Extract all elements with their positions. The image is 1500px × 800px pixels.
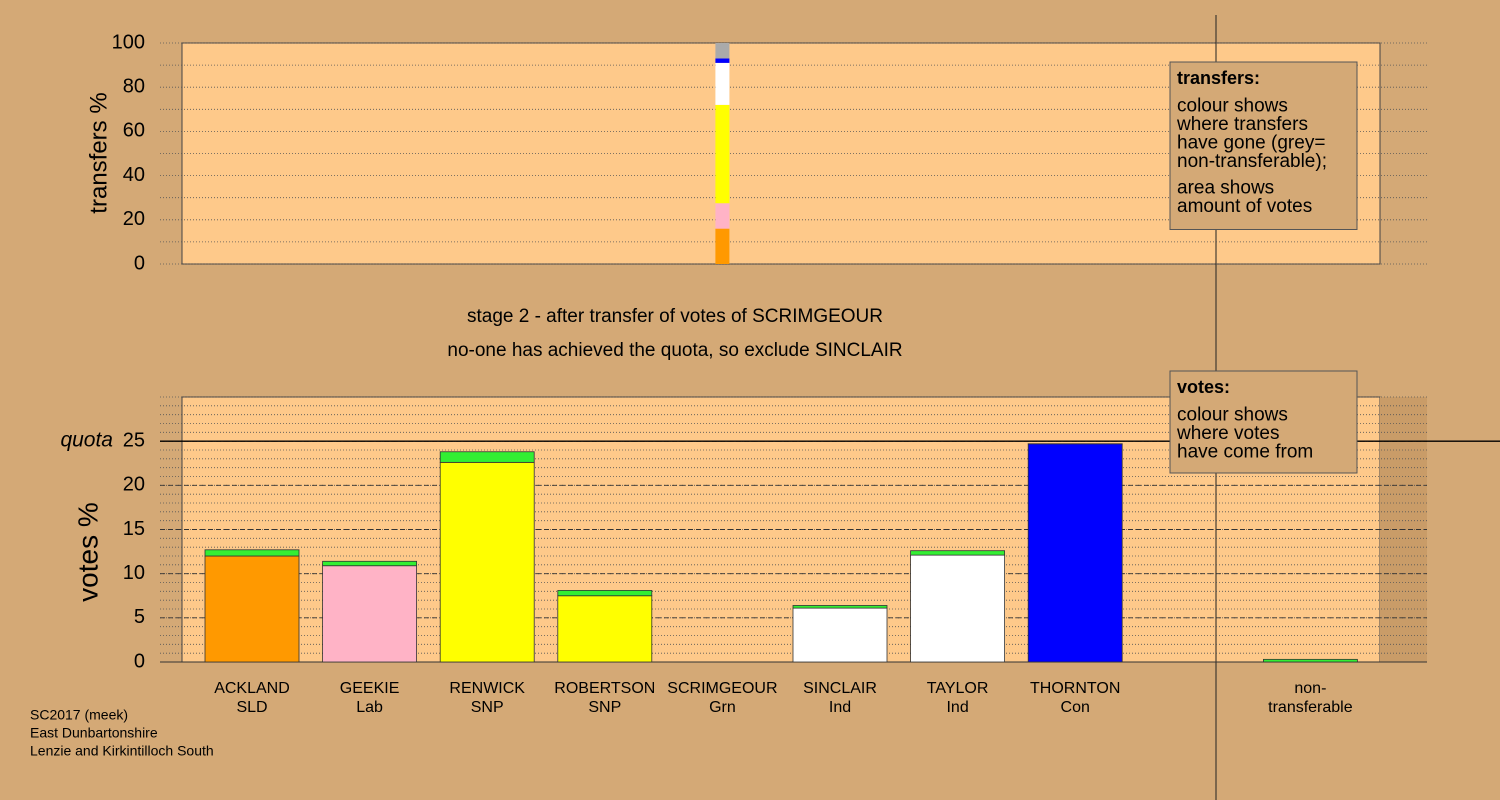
legend-text: have gone (grey= bbox=[1177, 133, 1325, 154]
y-tick-label: 10 bbox=[123, 562, 145, 584]
legend-text: amount of votes bbox=[1177, 196, 1312, 217]
y-tick-label: 20 bbox=[123, 208, 145, 230]
y-tick-label: 5 bbox=[134, 606, 145, 628]
legend-text: area shows bbox=[1177, 178, 1274, 199]
x-tick-sublabel: SLD bbox=[236, 699, 267, 716]
bar-segment bbox=[204, 549, 300, 557]
bar-segment bbox=[715, 228, 730, 264]
x-tick-sublabel: Ind bbox=[829, 699, 851, 716]
bar-segment bbox=[792, 605, 888, 609]
x-tick-sublabel: Grn bbox=[709, 699, 736, 716]
bar-segment bbox=[322, 560, 418, 567]
x-tick-label: TAYLOR bbox=[927, 680, 989, 697]
y-tick-label: 25 bbox=[123, 429, 145, 451]
y-tick-label: 60 bbox=[123, 120, 145, 142]
x-tick-sublabel: SNP bbox=[471, 699, 504, 716]
y-tick-label: 80 bbox=[123, 75, 145, 97]
bar-segment bbox=[910, 554, 1005, 663]
x-tick-sublabel: Ind bbox=[946, 699, 968, 716]
x-tick-label: GEEKIE bbox=[340, 680, 400, 697]
bar-segment bbox=[439, 461, 535, 663]
bar-segment bbox=[322, 565, 418, 663]
legend-text: have come from bbox=[1177, 442, 1313, 463]
quota-label: quota bbox=[60, 429, 113, 452]
y-axis-title: transfers % bbox=[85, 92, 112, 213]
bar-segment bbox=[715, 203, 730, 229]
bar-segment bbox=[1263, 658, 1358, 663]
bar-segment bbox=[715, 58, 730, 63]
legend-text: where votes bbox=[1176, 423, 1279, 444]
y-tick-label: 0 bbox=[134, 650, 145, 672]
stage-text: no-one has achieved the quota, so exclud… bbox=[447, 340, 902, 361]
footer: SC2017 (meek) bbox=[30, 707, 128, 723]
x-tick-label: non- bbox=[1294, 680, 1326, 697]
legend-box bbox=[1169, 61, 1358, 230]
x-tick-sublabel: Con bbox=[1061, 699, 1090, 716]
bar-segment bbox=[715, 62, 730, 105]
bar-segment bbox=[557, 590, 653, 597]
legend-text: colour shows bbox=[1177, 96, 1288, 117]
x-tick-label: SCRIMGEOUR bbox=[667, 680, 777, 697]
y-axis-title: votes % bbox=[72, 502, 103, 602]
legend-text: colour shows bbox=[1177, 405, 1288, 426]
footer: Lenzie and Kirkintilloch South bbox=[30, 743, 214, 759]
y-tick-label: 0 bbox=[134, 252, 145, 274]
bar-segment bbox=[792, 607, 888, 663]
y-tick-label: 15 bbox=[123, 518, 145, 540]
x-tick-label: ACKLAND bbox=[214, 680, 290, 697]
x-tick-label: SINCLAIR bbox=[803, 680, 877, 697]
legend-text: where transfers bbox=[1176, 114, 1308, 135]
bar-segment bbox=[439, 451, 535, 463]
x-tick-label: THORNTON bbox=[1030, 680, 1120, 697]
footer: East Dunbartonshire bbox=[30, 725, 158, 741]
y-tick-label: 20 bbox=[123, 474, 145, 496]
bar-segment bbox=[204, 555, 300, 663]
bar-segment bbox=[715, 43, 730, 59]
legend-text: non-transferable); bbox=[1177, 151, 1327, 172]
x-tick-label: ROBERTSON bbox=[554, 680, 655, 697]
y-tick-label: 40 bbox=[123, 164, 145, 186]
bar-segment bbox=[715, 104, 730, 204]
bar-segment bbox=[1027, 443, 1123, 663]
y-tick-label: 100 bbox=[112, 31, 145, 53]
x-tick-label: RENWICK bbox=[449, 680, 525, 697]
legend-title: transfers: bbox=[1177, 68, 1260, 88]
bar-segment bbox=[557, 595, 653, 663]
stage-text: stage 2 - after transfer of votes of SCR… bbox=[467, 306, 883, 327]
x-tick-sublabel: Lab bbox=[356, 699, 383, 716]
x-tick-sublabel: SNP bbox=[588, 699, 621, 716]
legend-title: votes: bbox=[1177, 377, 1230, 397]
legend-box bbox=[1169, 370, 1358, 474]
bar-segment bbox=[910, 550, 1005, 556]
x-tick-sublabel: transferable bbox=[1268, 699, 1353, 716]
